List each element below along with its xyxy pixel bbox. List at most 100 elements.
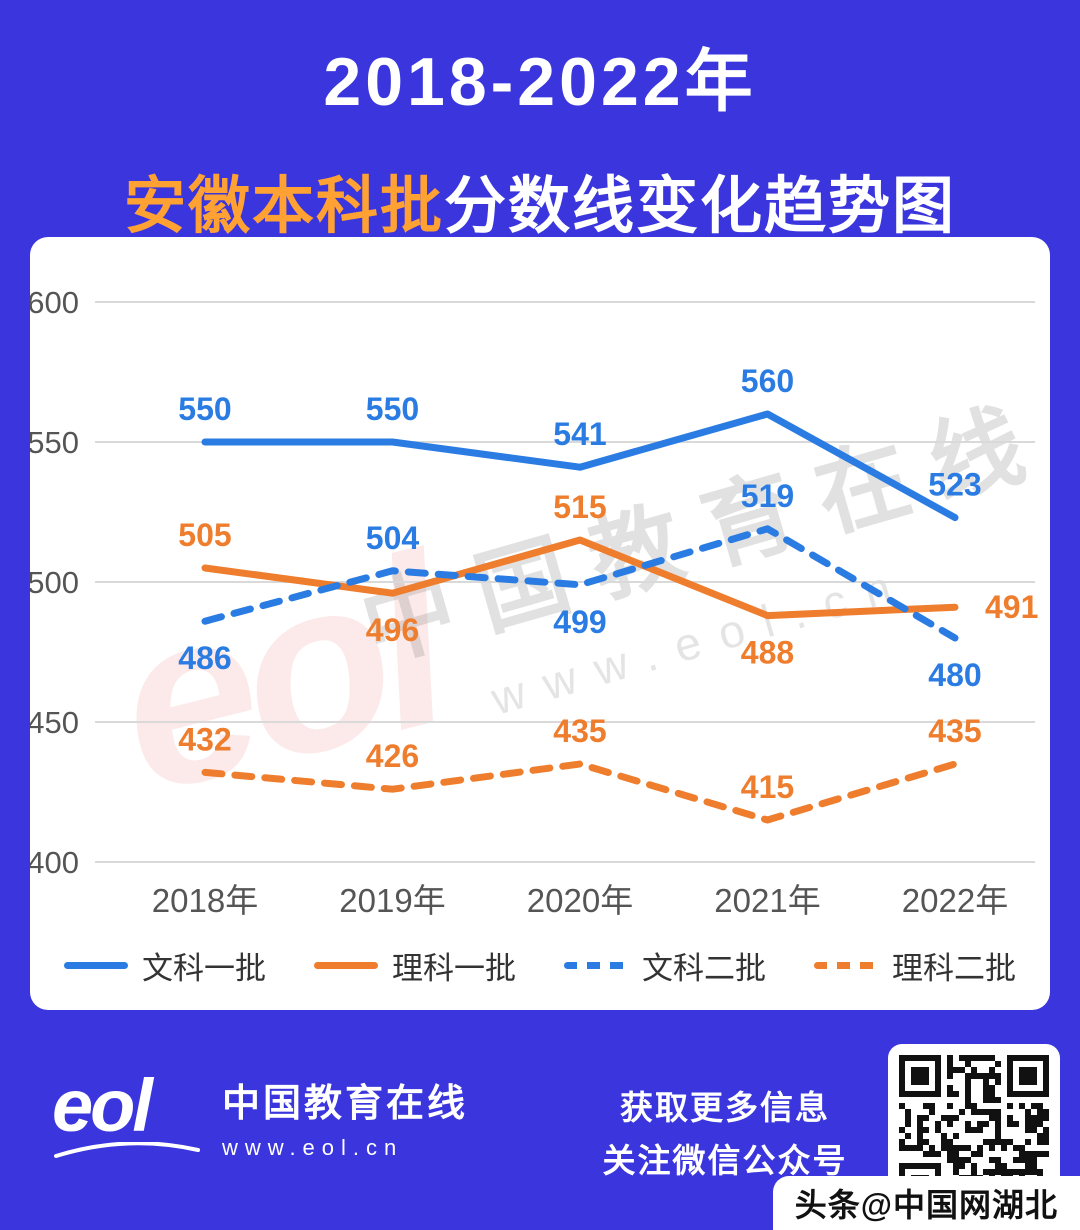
qr-module — [965, 1061, 971, 1067]
qr-module — [983, 1139, 989, 1145]
qr-module — [899, 1139, 905, 1145]
qr-module — [1031, 1115, 1037, 1121]
cta-line-2: 关注微信公众号 — [602, 1141, 848, 1179]
qr-module — [953, 1091, 959, 1097]
qr-module — [995, 1169, 1001, 1175]
qr-module — [899, 1145, 905, 1151]
qr-module — [1019, 1157, 1025, 1163]
qr-module — [983, 1091, 989, 1097]
qr-module — [1025, 1157, 1031, 1163]
title-highlight: 安徽本科批 — [123, 172, 444, 241]
data-label: 550 — [178, 391, 231, 427]
qr-module — [959, 1109, 965, 1115]
data-label: 488 — [741, 635, 794, 671]
qr-module — [929, 1145, 935, 1151]
x-axis-tick: 2020年 — [527, 882, 633, 919]
qr-module — [1031, 1103, 1037, 1109]
qr-module — [947, 1103, 953, 1109]
data-label: 426 — [366, 738, 419, 774]
qr-module — [923, 1139, 929, 1145]
qr-module — [1025, 1151, 1031, 1157]
legend-item-wenke-2: 文科二批 — [564, 943, 766, 988]
cta-block: 获取更多信息 关注微信公众号 — [560, 1082, 890, 1188]
qr-module — [953, 1145, 959, 1151]
qr-module — [989, 1055, 995, 1061]
qr-module — [917, 1145, 923, 1151]
qr-module — [995, 1163, 1001, 1169]
qr-module — [989, 1109, 995, 1115]
qr-module — [983, 1085, 989, 1091]
qr-module — [1037, 1169, 1043, 1175]
qr-module — [1037, 1139, 1043, 1145]
qr-module — [1007, 1103, 1013, 1109]
qr-module — [989, 1067, 995, 1073]
qr-module — [989, 1169, 995, 1175]
qr-module — [1013, 1145, 1019, 1151]
title-year-range: 2018-2022年 — [323, 44, 757, 120]
data-label: 486 — [178, 640, 231, 676]
qr-module — [1031, 1163, 1037, 1169]
chart-card: eol 中国教育在线 www.eol.cn 400 450 500 550 600 201… — [30, 237, 1050, 1010]
qr-module — [947, 1139, 953, 1145]
qr-module — [959, 1067, 965, 1073]
qr-module — [947, 1121, 953, 1127]
qr-module — [917, 1121, 923, 1127]
qr-module — [1031, 1157, 1037, 1163]
qr-module — [965, 1079, 971, 1085]
qr-module — [989, 1091, 995, 1097]
series-line-2 — [201, 525, 959, 642]
brand-url: www.eol.cn — [222, 1135, 404, 1160]
qr-module — [905, 1109, 911, 1115]
qr-module — [1025, 1127, 1031, 1133]
data-label: 435 — [553, 713, 606, 749]
qr-module — [917, 1133, 923, 1139]
data-label: 499 — [553, 604, 606, 640]
qr-module — [1031, 1127, 1037, 1133]
qr-module — [905, 1115, 911, 1121]
legend-item-wenke-1: 文科一批 — [64, 943, 266, 988]
qr-module — [941, 1139, 947, 1145]
legend-swatch-blue-dashed — [564, 962, 628, 969]
qr-module — [1025, 1139, 1031, 1145]
qr-module — [1007, 1121, 1013, 1127]
legend-swatch-orange-dashed — [814, 962, 878, 969]
data-label: 523 — [928, 467, 981, 503]
qr-module — [1001, 1145, 1007, 1151]
qr-module — [935, 1127, 941, 1133]
qr-module — [971, 1067, 977, 1073]
brand-block: eol 中国教育在线 www.eol.cn — [52, 1069, 468, 1161]
qr-module — [899, 1103, 905, 1109]
qr-module — [977, 1151, 983, 1157]
data-label: 491 — [985, 589, 1038, 625]
legend-swatch-blue-solid — [64, 962, 128, 969]
data-label: 515 — [553, 489, 606, 525]
qr-module — [1043, 1139, 1049, 1145]
qr-module — [935, 1121, 941, 1127]
title-main: 安徽本科批分数线变化趋势图 — [0, 155, 1080, 245]
legend-label: 理科一批 — [392, 951, 516, 986]
qr-module — [923, 1115, 929, 1121]
qr-module — [983, 1079, 989, 1085]
qr-module — [905, 1145, 911, 1151]
qr-module — [1019, 1169, 1025, 1175]
series-line-0 — [201, 410, 959, 522]
qr-module — [1019, 1145, 1025, 1151]
series-line-3 — [201, 760, 959, 824]
qr-module — [971, 1073, 977, 1079]
qr-module — [947, 1073, 953, 1079]
qr-module — [947, 1157, 953, 1163]
qr-module — [905, 1133, 911, 1139]
qr-module — [1001, 1139, 1007, 1145]
qr-module — [953, 1157, 959, 1163]
qr-module — [929, 1109, 935, 1115]
qr-module — [995, 1097, 1001, 1103]
qr-module — [989, 1085, 995, 1091]
data-label: 519 — [741, 478, 794, 514]
qr-module — [965, 1091, 971, 1097]
qr-module — [995, 1061, 1001, 1067]
qr-module — [929, 1151, 935, 1157]
legend-label: 理科二批 — [892, 951, 1016, 986]
qr-module — [1031, 1121, 1037, 1127]
qr-module — [1025, 1109, 1031, 1115]
